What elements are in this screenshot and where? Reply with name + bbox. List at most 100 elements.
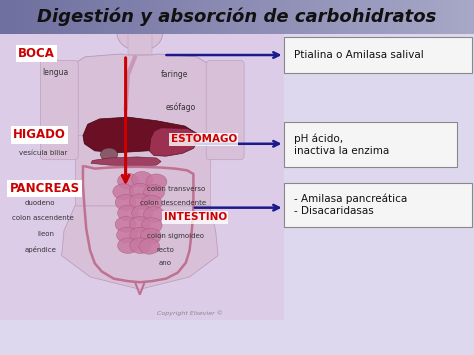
Circle shape: [130, 227, 151, 243]
Circle shape: [141, 195, 162, 211]
Bar: [419, 0, 428, 34]
Bar: [205, 0, 214, 34]
Bar: [371, 0, 380, 34]
Bar: [127, 0, 135, 34]
Bar: [213, 0, 222, 34]
Bar: [134, 0, 143, 34]
Circle shape: [100, 148, 118, 161]
Bar: [95, 0, 104, 34]
Text: colon transverso: colon transverso: [147, 186, 205, 192]
Circle shape: [129, 183, 150, 199]
Circle shape: [132, 205, 153, 221]
Bar: [142, 0, 151, 34]
Bar: [450, 0, 459, 34]
Text: pH ácido,
inactiva la enzima: pH ácido, inactiva la enzima: [294, 133, 389, 156]
Bar: [276, 0, 285, 34]
Polygon shape: [91, 157, 161, 166]
Text: BOCA: BOCA: [18, 47, 55, 60]
Bar: [75, 135, 210, 206]
Circle shape: [132, 171, 153, 187]
Circle shape: [113, 184, 134, 200]
Circle shape: [139, 239, 160, 254]
FancyBboxPatch shape: [206, 60, 244, 160]
Bar: [347, 0, 356, 34]
Bar: [63, 0, 72, 34]
Text: esófago: esófago: [166, 103, 196, 112]
Bar: [324, 0, 333, 34]
Bar: [458, 0, 467, 34]
Text: duodeno: duodeno: [25, 200, 55, 206]
Bar: [237, 0, 246, 34]
Text: ESTOMAGO: ESTOMAGO: [171, 134, 237, 144]
Text: Digestión y absorción de carbohidratos: Digestión y absorción de carbohidratos: [37, 7, 437, 26]
Bar: [16, 0, 25, 34]
FancyBboxPatch shape: [284, 37, 472, 73]
Bar: [427, 0, 436, 34]
Bar: [55, 0, 64, 34]
FancyBboxPatch shape: [40, 60, 78, 160]
Bar: [79, 0, 88, 34]
Bar: [292, 0, 301, 34]
Bar: [387, 0, 396, 34]
Text: PANCREAS: PANCREAS: [9, 182, 80, 195]
Circle shape: [118, 205, 138, 221]
Bar: [0, 0, 284, 320]
Bar: [316, 0, 325, 34]
Text: Ptialina o Amilasa salival: Ptialina o Amilasa salival: [294, 50, 424, 60]
FancyBboxPatch shape: [284, 183, 472, 227]
Bar: [166, 0, 175, 34]
Bar: [71, 0, 80, 34]
Bar: [198, 0, 206, 34]
Bar: [332, 0, 341, 34]
Circle shape: [130, 238, 151, 253]
Polygon shape: [62, 206, 218, 289]
Bar: [24, 0, 33, 34]
Bar: [128, 33, 152, 55]
Circle shape: [129, 217, 150, 232]
Circle shape: [115, 195, 136, 210]
Circle shape: [117, 227, 137, 243]
Bar: [47, 0, 56, 34]
Bar: [308, 0, 317, 34]
Bar: [182, 0, 191, 34]
Bar: [403, 0, 412, 34]
Text: HIGADO: HIGADO: [13, 129, 66, 141]
Bar: [8, 0, 17, 34]
Polygon shape: [83, 117, 194, 153]
Bar: [340, 0, 348, 34]
Bar: [284, 0, 293, 34]
Text: colon sigmoideo: colon sigmoideo: [147, 233, 204, 239]
Text: vesícula biliar: vesícula biliar: [19, 151, 67, 156]
Bar: [411, 0, 419, 34]
Bar: [190, 0, 199, 34]
Text: INTESTINO: INTESTINO: [164, 212, 227, 222]
Bar: [110, 0, 119, 34]
Bar: [261, 0, 270, 34]
Text: colon descendente: colon descendente: [140, 200, 206, 206]
Bar: [229, 0, 238, 34]
Bar: [103, 0, 111, 34]
Bar: [39, 0, 48, 34]
Circle shape: [115, 217, 136, 232]
Bar: [442, 0, 451, 34]
Bar: [32, 0, 40, 34]
Bar: [150, 0, 159, 34]
Circle shape: [146, 174, 167, 190]
Text: apéndice: apéndice: [25, 246, 56, 253]
Bar: [379, 0, 388, 34]
Bar: [87, 0, 96, 34]
Circle shape: [144, 207, 164, 222]
Text: ano: ano: [159, 261, 172, 266]
Bar: [395, 0, 404, 34]
Bar: [300, 0, 309, 34]
Bar: [0, 0, 9, 34]
Text: faringe: faringe: [161, 70, 189, 79]
Bar: [466, 0, 474, 34]
Bar: [158, 0, 167, 34]
Bar: [245, 0, 254, 34]
Bar: [118, 0, 128, 34]
Bar: [253, 0, 262, 34]
Bar: [221, 0, 230, 34]
Circle shape: [144, 185, 164, 200]
Circle shape: [141, 218, 162, 233]
